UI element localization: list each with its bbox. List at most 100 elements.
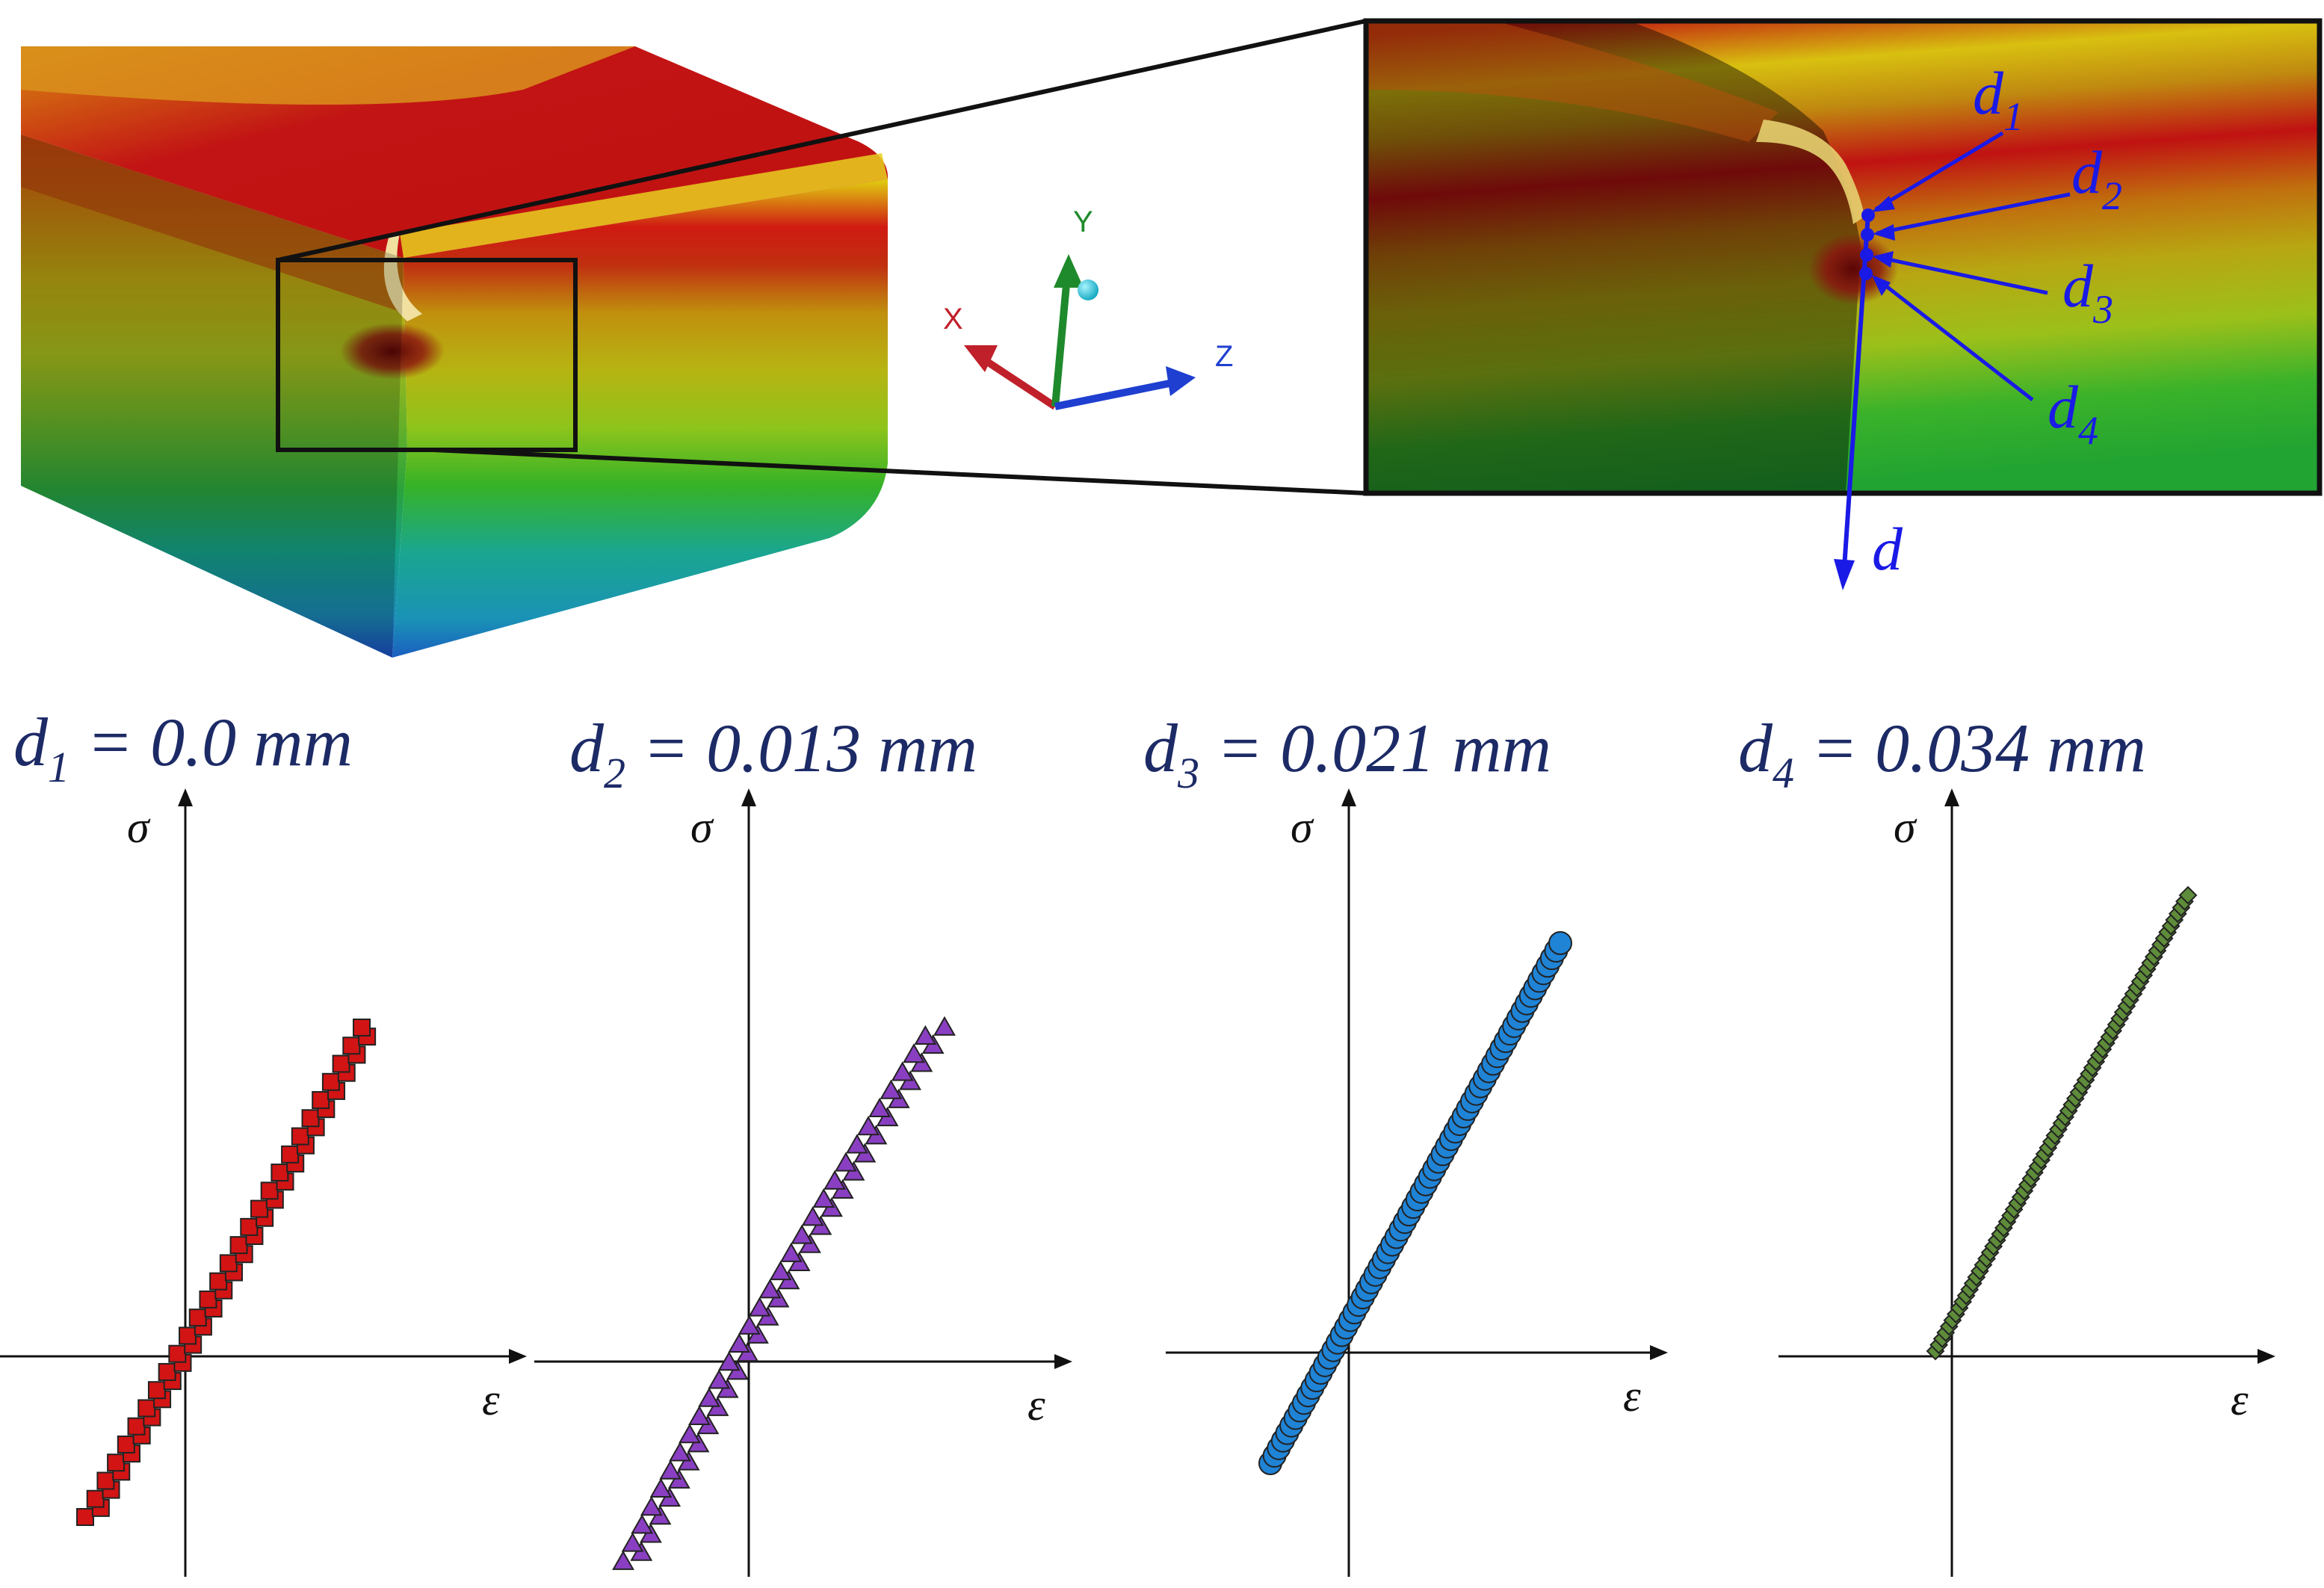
y-axis-label: σ	[690, 803, 714, 852]
point-d4	[1859, 267, 1873, 280]
plot-d1: σε	[0, 788, 527, 1577]
data-marker	[791, 1224, 814, 1244]
plot-heading-d2: d2 = 0.013 mm	[569, 710, 977, 797]
data-marker	[158, 1362, 176, 1381]
data-marker	[117, 1435, 135, 1453]
coordinate-triad: X Y Z	[943, 206, 1233, 410]
data-marker	[250, 1199, 268, 1218]
triad-origin-icon	[1078, 279, 1098, 300]
data-marker	[260, 1181, 279, 1200]
data-marker	[835, 1152, 857, 1172]
point-d1	[1861, 208, 1875, 222]
data-marker	[219, 1254, 238, 1273]
zoom-label-d2: d2	[2071, 138, 2122, 218]
zoom-label-d: d	[1872, 515, 1903, 583]
data-marker	[301, 1109, 320, 1128]
point-d3	[1860, 248, 1873, 262]
y-axis-label: σ	[1291, 803, 1314, 852]
data-marker	[698, 1387, 720, 1407]
data-marker	[621, 1532, 644, 1552]
data-marker	[96, 1471, 115, 1490]
data-marker	[199, 1290, 217, 1309]
data-marker	[823, 1170, 846, 1190]
d-direction-arrow-icon	[1834, 559, 1855, 590]
data-marker	[933, 1016, 956, 1036]
data-marker	[147, 1381, 166, 1400]
data-marker	[728, 1332, 751, 1353]
zoom-panel: d1 d2 d3 d4 d	[1363, 18, 2323, 590]
stress-contour-block	[21, 46, 889, 658]
point-d2	[1861, 228, 1874, 241]
data-marker	[332, 1054, 350, 1073]
data-marker	[679, 1424, 701, 1444]
x-axis-label: ε	[1623, 1371, 1641, 1421]
data-marker	[321, 1072, 340, 1091]
data-marker	[2178, 886, 2198, 905]
data-marker	[779, 1242, 803, 1262]
data-marker	[708, 1369, 731, 1389]
data-marker	[880, 1079, 903, 1099]
data-marker	[801, 1206, 824, 1226]
y-axis-arrow-icon	[178, 788, 193, 806]
zoom-connector-top	[277, 19, 1367, 262]
data-marker	[291, 1127, 309, 1146]
data-marker	[669, 1442, 691, 1462]
data-marker	[342, 1036, 361, 1055]
data-marker	[659, 1459, 682, 1480]
block-right-face	[392, 179, 888, 658]
y-axis-label: σ	[127, 803, 151, 852]
x-axis-label: ε	[1027, 1380, 1045, 1430]
data-marker	[76, 1508, 94, 1526]
y-axis-label: σ	[1894, 803, 1917, 852]
triad-x-label: X	[943, 303, 963, 336]
triad-y-label: Y	[1073, 206, 1093, 238]
data-marker	[640, 1496, 663, 1516]
data-marker	[188, 1309, 207, 1327]
data-marker	[717, 1351, 741, 1371]
data-marker	[738, 1314, 761, 1335]
zoom-label-d4: d4	[2048, 373, 2098, 453]
data-marker	[209, 1272, 228, 1291]
x-axis-arrow-icon	[2257, 1349, 2275, 1364]
data-marker	[688, 1405, 711, 1426]
data-marker	[769, 1260, 792, 1281]
zoom-label-d3: d3	[2062, 252, 2113, 332]
data-marker	[649, 1477, 673, 1498]
data-marker	[631, 1514, 654, 1534]
y-axis-arrow-icon	[741, 788, 756, 806]
y-axis-arrow-icon	[1341, 788, 1356, 806]
x-axis-label: ε	[2231, 1375, 2249, 1424]
plot-heading-d4: d4 = 0.034 mm	[1738, 710, 2146, 797]
data-marker	[857, 1116, 880, 1136]
data-marker	[748, 1297, 771, 1317]
y-axis-arrow-icon	[1944, 788, 1959, 806]
data-marker	[845, 1134, 868, 1154]
data-marker	[86, 1489, 105, 1508]
data-marker	[179, 1326, 197, 1345]
data-marker	[914, 1025, 937, 1045]
data-marker	[312, 1091, 330, 1110]
data-marker	[1548, 931, 1572, 955]
x-axis-arrow-icon	[509, 1349, 527, 1364]
plot-d3: σε	[1166, 788, 1668, 1577]
data-marker	[168, 1344, 187, 1363]
x-axis-arrow-icon	[1650, 1345, 1668, 1360]
data-marker	[127, 1417, 146, 1436]
plot-heading-d1: d1 = 0.0 mm	[13, 704, 353, 791]
zoom-region-box	[276, 258, 578, 452]
zoom-connector-bottom	[433, 448, 1367, 495]
data-marker	[612, 1550, 634, 1570]
triad-z-label: Z	[1215, 340, 1233, 373]
data-marker	[240, 1217, 259, 1236]
data-marker	[271, 1164, 289, 1182]
zoom-label-d1: d1	[1973, 59, 2024, 139]
data-marker	[891, 1061, 914, 1081]
data-marker	[137, 1399, 156, 1418]
zoom-panel-frame	[1363, 18, 2323, 496]
x-axis-arrow-icon	[1054, 1354, 1072, 1369]
data-marker	[281, 1145, 300, 1164]
data-marker	[229, 1236, 248, 1255]
x-axis-label: ε	[482, 1375, 500, 1424]
